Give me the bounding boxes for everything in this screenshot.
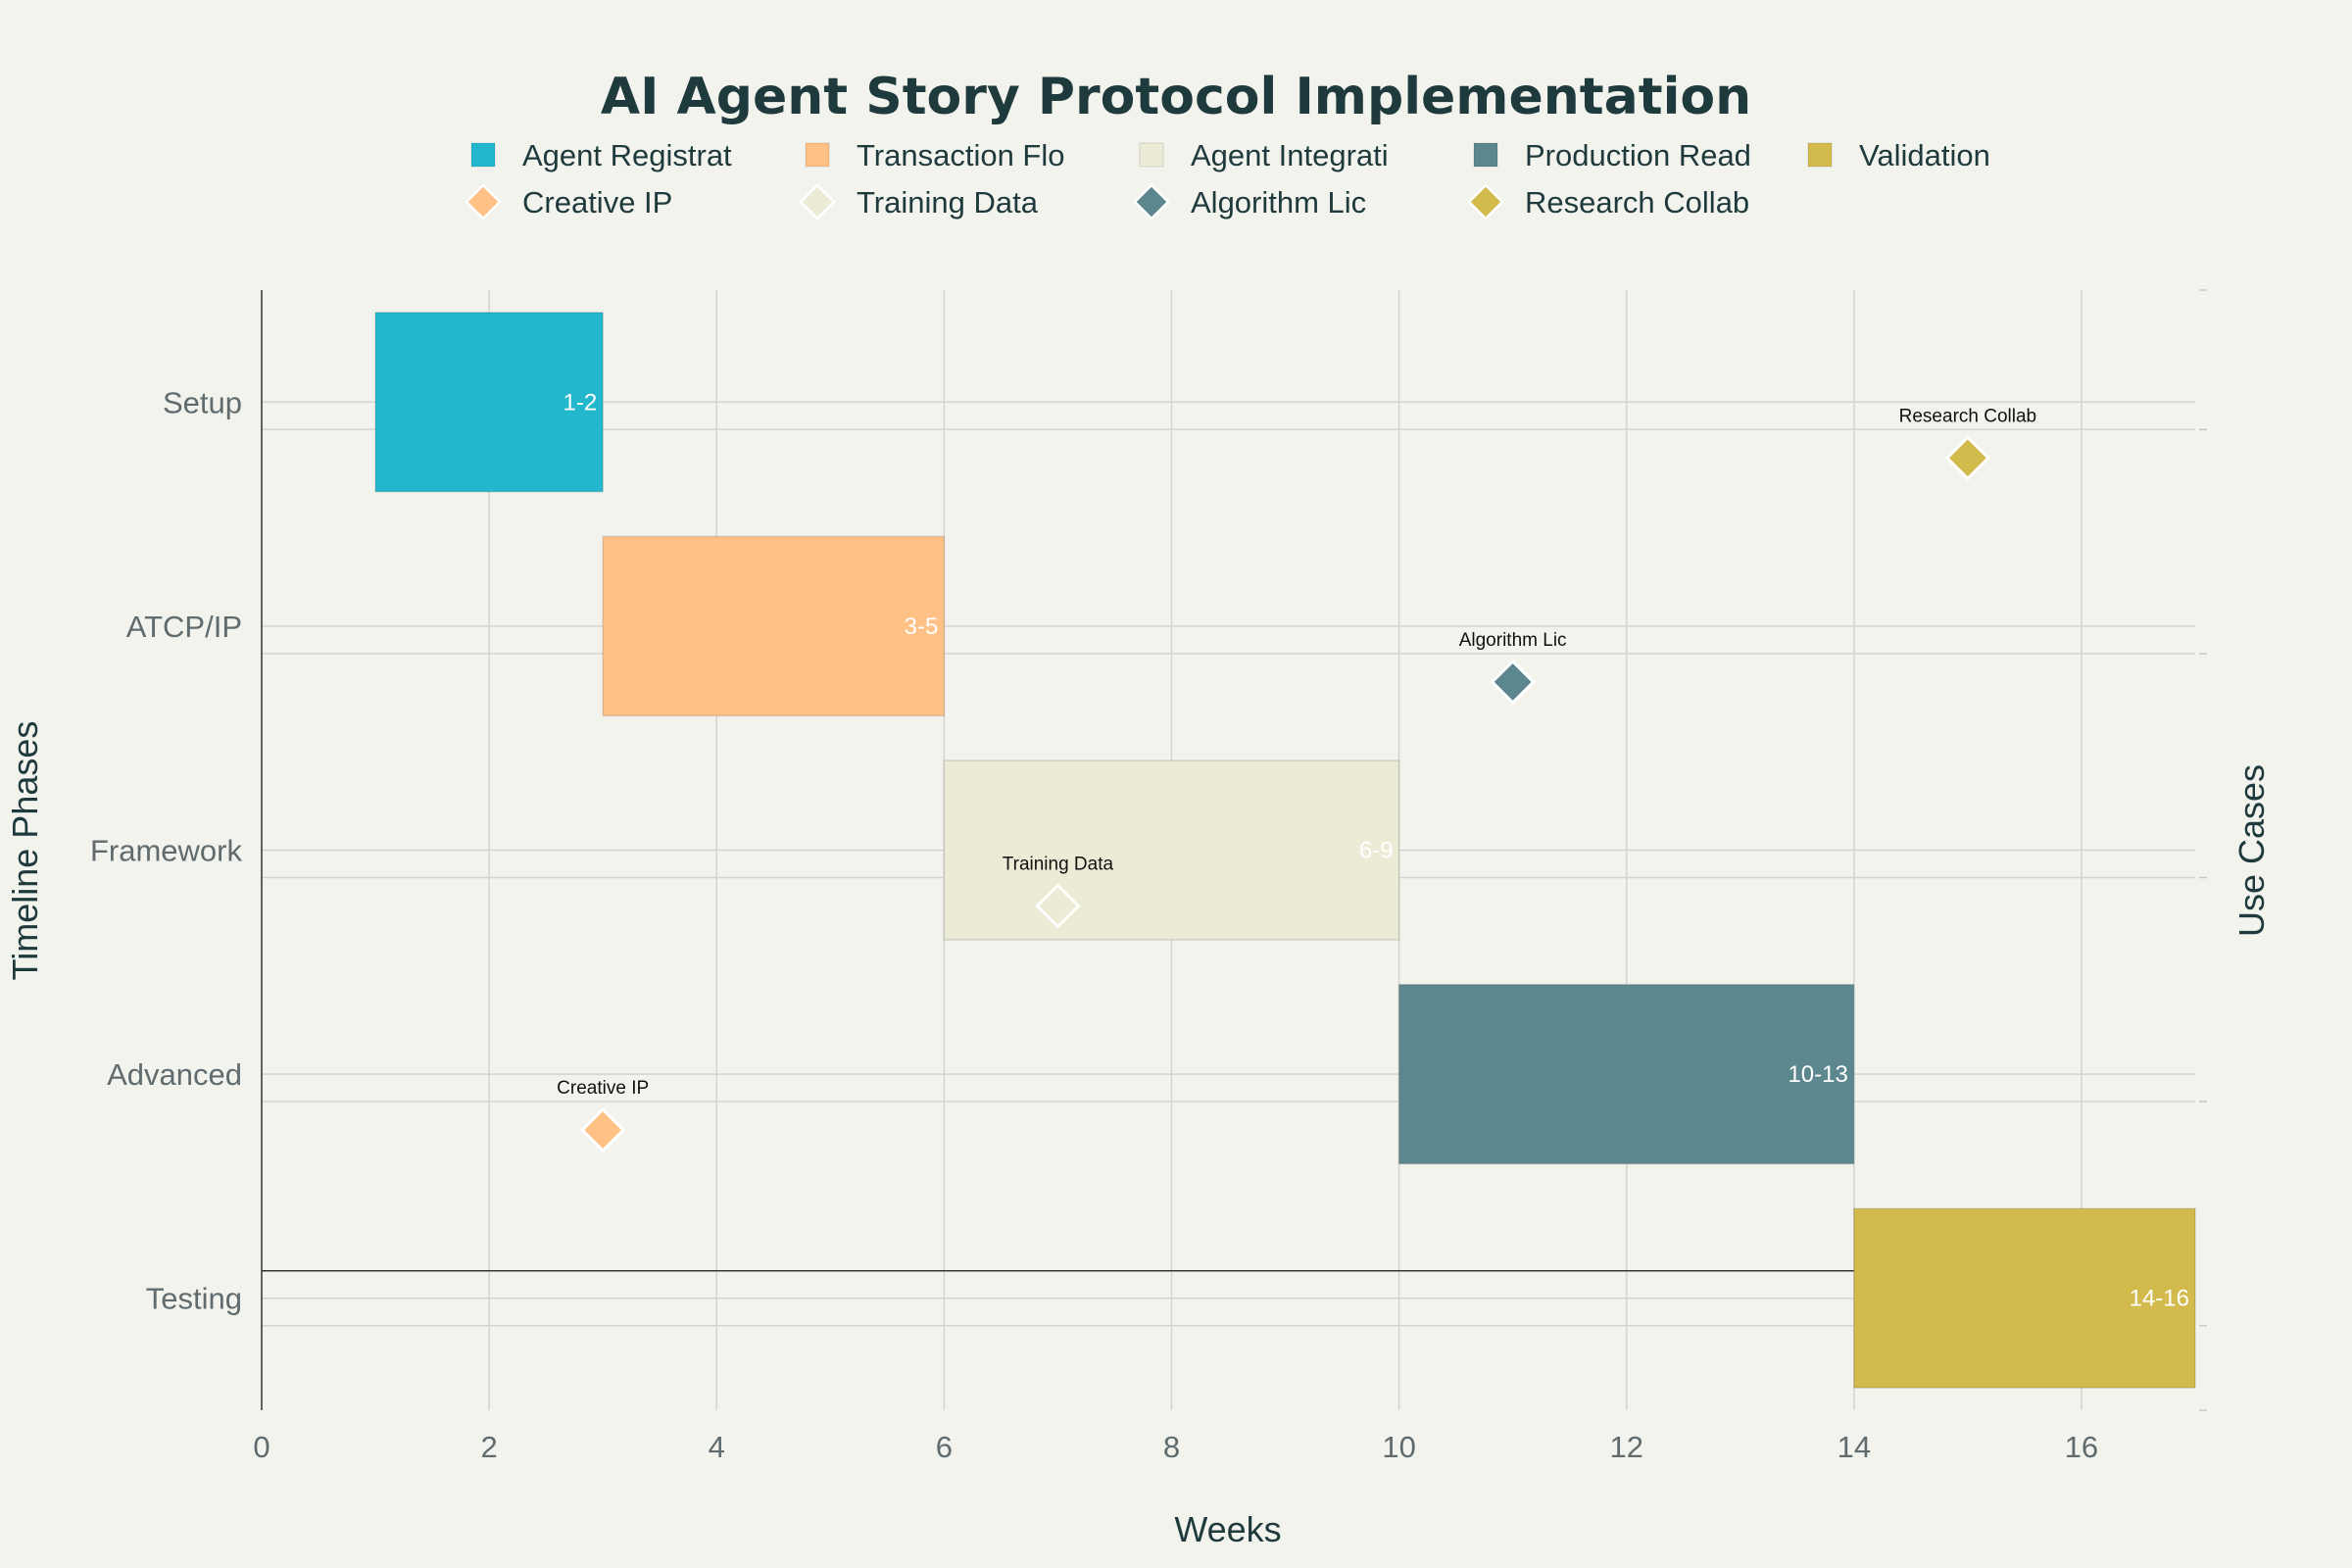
milestone-marker	[1944, 435, 1991, 481]
task-bar	[602, 535, 946, 717]
y-tick-label: Testing	[146, 1282, 242, 1316]
y-axis-title: Timeline Phases	[5, 721, 45, 981]
milestone-marker	[1035, 883, 1081, 929]
milestone-marker	[1490, 659, 1536, 706]
x-tick-label: 2	[480, 1430, 497, 1464]
x-axis-title: Weeks	[1174, 1509, 1281, 1549]
task-bar-label: 6-9	[1359, 838, 1394, 864]
x-tick-label: 4	[709, 1430, 725, 1464]
legend-label: Creative IP	[522, 185, 672, 220]
milestone-label: Research Collab	[1899, 406, 2036, 426]
task-bar	[943, 760, 1400, 941]
legend-swatch	[805, 142, 830, 168]
x-tick-label: 14	[1838, 1430, 1871, 1464]
milestone-marker	[580, 1106, 626, 1153]
legend-label: Algorithm Lic	[1191, 185, 1366, 220]
legend-swatch	[1133, 183, 1170, 220]
milestone-label: Training Data	[1003, 855, 1114, 875]
task-bar	[1397, 983, 1855, 1165]
y-tick-label: Framework	[90, 834, 243, 868]
task-bar-label: 3-5	[905, 613, 939, 640]
axes: 0 2 4 6 8 10 12 14 16 Setup ATCP/IP Framework Advanc…	[90, 290, 2098, 1464]
milestones: Creative IP Training Data Algorithm Lic Res…	[557, 406, 2036, 1153]
legend-label: Validation	[1859, 138, 1990, 172]
legend-label: Agent Integrati	[1191, 138, 1389, 172]
y-tick-label: ATCP/IP	[126, 610, 242, 644]
milestone-label: Algorithm Lic	[1459, 630, 1567, 651]
legend-label: Research Collab	[1525, 185, 1749, 220]
legend-swatch	[465, 183, 502, 220]
task-bar	[1853, 1207, 2196, 1389]
y2-axis-title: Use Cases	[2231, 764, 2272, 937]
legend-label: Production Read	[1525, 138, 1751, 172]
x-tick-label: 10	[1382, 1430, 1415, 1464]
task-bar	[374, 312, 604, 493]
task-bar-label: 14-16	[2130, 1286, 2189, 1312]
bars: 1-2 3-5 6-9 10-13 14-16	[374, 312, 2196, 1389]
x-tick-label: 0	[253, 1430, 270, 1464]
chart-title: AI Agent Story Protocol Implementation	[601, 68, 1751, 126]
legend-label: Training Data	[857, 185, 1039, 220]
x-tick-label: 12	[1609, 1430, 1642, 1464]
task-bar-label: 1-2	[563, 389, 597, 416]
legend-swatch	[1139, 142, 1164, 168]
legend-swatch	[799, 183, 836, 220]
y-tick-label: Advanced	[107, 1057, 242, 1092]
legend: Agent Registrat Transaction Flo Agent Inte…	[465, 138, 1990, 220]
x-tick-label: 16	[2065, 1430, 2098, 1464]
x-tick-label: 8	[1163, 1430, 1180, 1464]
legend-label: Agent Registrat	[522, 138, 732, 172]
y-tick-label: Setup	[163, 385, 242, 419]
legend-swatch	[470, 142, 496, 168]
legend-label: Transaction Flo	[857, 138, 1065, 172]
milestone-label: Creative IP	[557, 1078, 649, 1099]
x-tick-label: 6	[936, 1430, 953, 1464]
legend-swatch	[1467, 183, 1504, 220]
legend-swatch	[1807, 142, 1833, 168]
legend-swatch	[1473, 142, 1498, 168]
task-bar-label: 10-13	[1788, 1061, 1847, 1088]
